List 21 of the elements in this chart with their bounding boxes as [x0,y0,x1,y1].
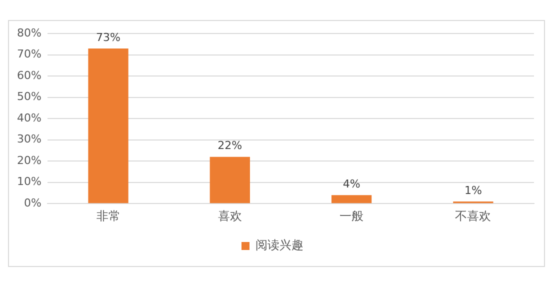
y-tick-label: 60% [16,68,42,82]
y-tick-label: 50% [16,90,42,104]
legend-label: 阅读兴趣 [256,238,304,252]
y-tick-label: 20% [16,154,42,167]
data-label: 1% [464,184,482,197]
y-tick-label: 0% [24,196,42,210]
x-tick-label: 一般 [340,208,364,223]
y-tick-label: 70% [16,48,42,61]
x-tick-label: 不喜欢 [455,208,492,223]
bar [331,195,372,204]
y-tick-label: 10% [16,175,42,188]
x-tick-label: 喜欢 [218,208,242,223]
bar [210,156,250,204]
data-label: 73% [96,30,120,44]
y-tick-label: 40% [16,111,42,124]
x-tick-label: 非常 [96,208,120,223]
bar [88,48,128,204]
data-label: 22% [218,139,242,152]
y-tick-label: 30% [16,132,42,146]
data-label: 4% [342,177,360,190]
y-tick-label: 80% [16,26,42,40]
